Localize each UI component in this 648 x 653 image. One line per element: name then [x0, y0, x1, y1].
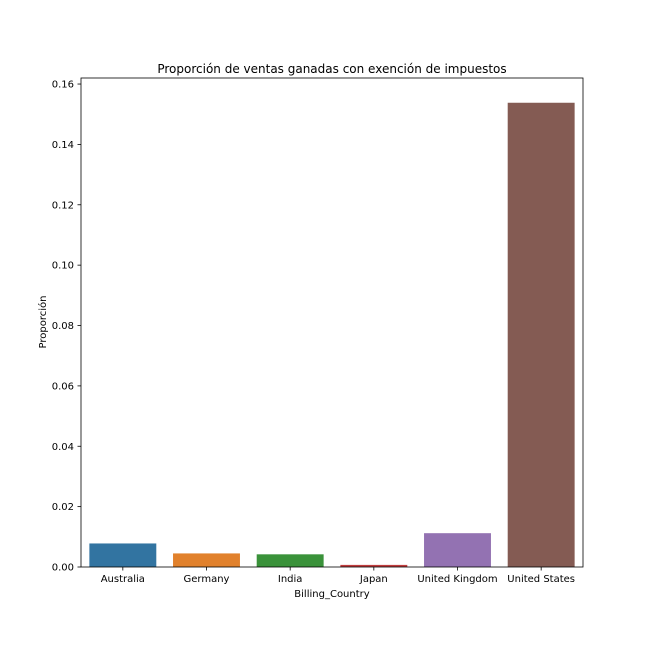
y-tick-label: 0.08 — [52, 321, 74, 332]
plot-frame — [80, 77, 584, 568]
x-tick-label: India — [278, 574, 303, 585]
y-tick-label: 0.00 — [52, 563, 74, 574]
y-tick-label: 0.14 — [52, 140, 74, 151]
x-tick-label: Australia — [101, 574, 145, 585]
bar-united-kingdom — [424, 533, 491, 567]
y-tick-label: 0.10 — [52, 261, 74, 272]
chart-title: Proporción de ventas ganadas con exenció… — [157, 62, 506, 76]
y-axis-label: Proporción — [37, 296, 49, 349]
bar-germany — [173, 553, 240, 567]
bar-india — [256, 554, 324, 567]
y-tick-label: 0.16 — [52, 80, 74, 91]
y-tick-label: 0.12 — [52, 200, 74, 211]
bar-japan — [340, 564, 408, 567]
y-tick-label: 0.06 — [52, 381, 74, 392]
bars — [89, 102, 575, 567]
x-tick-label: Japan — [359, 574, 388, 585]
y-tick-label: 0.02 — [52, 502, 74, 513]
x-axis-label: Billing_Country — [294, 589, 369, 600]
bar-united-states — [507, 102, 575, 567]
x-tick-label: United Kingdom — [417, 574, 497, 585]
y-tick-label: 0.04 — [52, 442, 74, 453]
bar-australia — [89, 543, 157, 567]
x-tick-label: Germany — [184, 574, 230, 585]
axis-ticks: Australia Germany India Japan United Kingdom… — [52, 80, 575, 585]
x-tick-label: United States — [507, 574, 575, 585]
